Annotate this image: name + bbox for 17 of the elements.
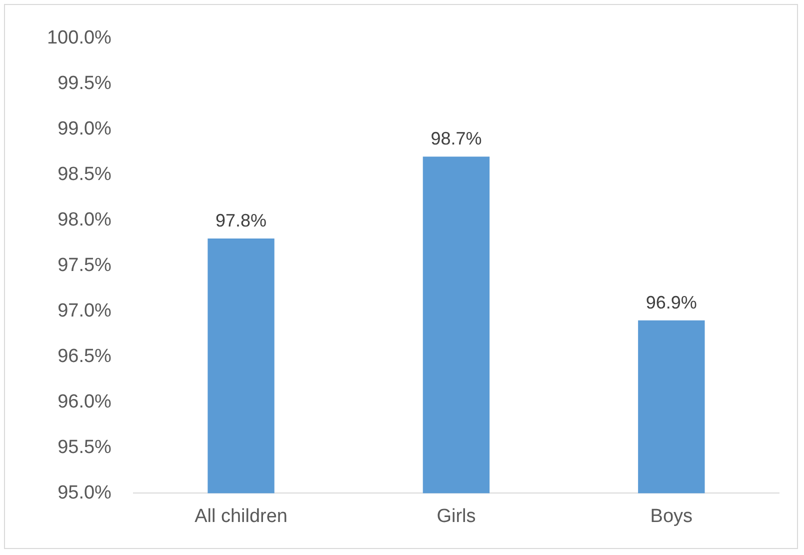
y-tick-label: 100.0% [46,28,112,49]
y-tick-label: 99.0% [58,118,112,140]
y-tick-label: 97.0% [58,300,112,322]
y-tick-label: 99.5% [58,73,112,94]
y-tick-label: 96.0% [58,391,112,412]
x-tick-label: Boys [650,506,693,527]
y-tick-label: 97.5% [58,255,112,276]
data-label: 97.8% [216,210,267,230]
data-label: 98.7% [430,128,482,149]
y-tick-label: 95.5% [58,436,112,458]
x-tick-label: All children [194,506,288,527]
y-tick-label: 98.0% [58,210,112,231]
x-tick-label: Girls [436,506,476,527]
y-tick-label: 95.0% [58,482,112,504]
data-label: 96.9% [646,292,697,312]
y-tick-label: 98.5% [58,164,112,186]
y-tick-label: 96.5% [58,346,112,367]
